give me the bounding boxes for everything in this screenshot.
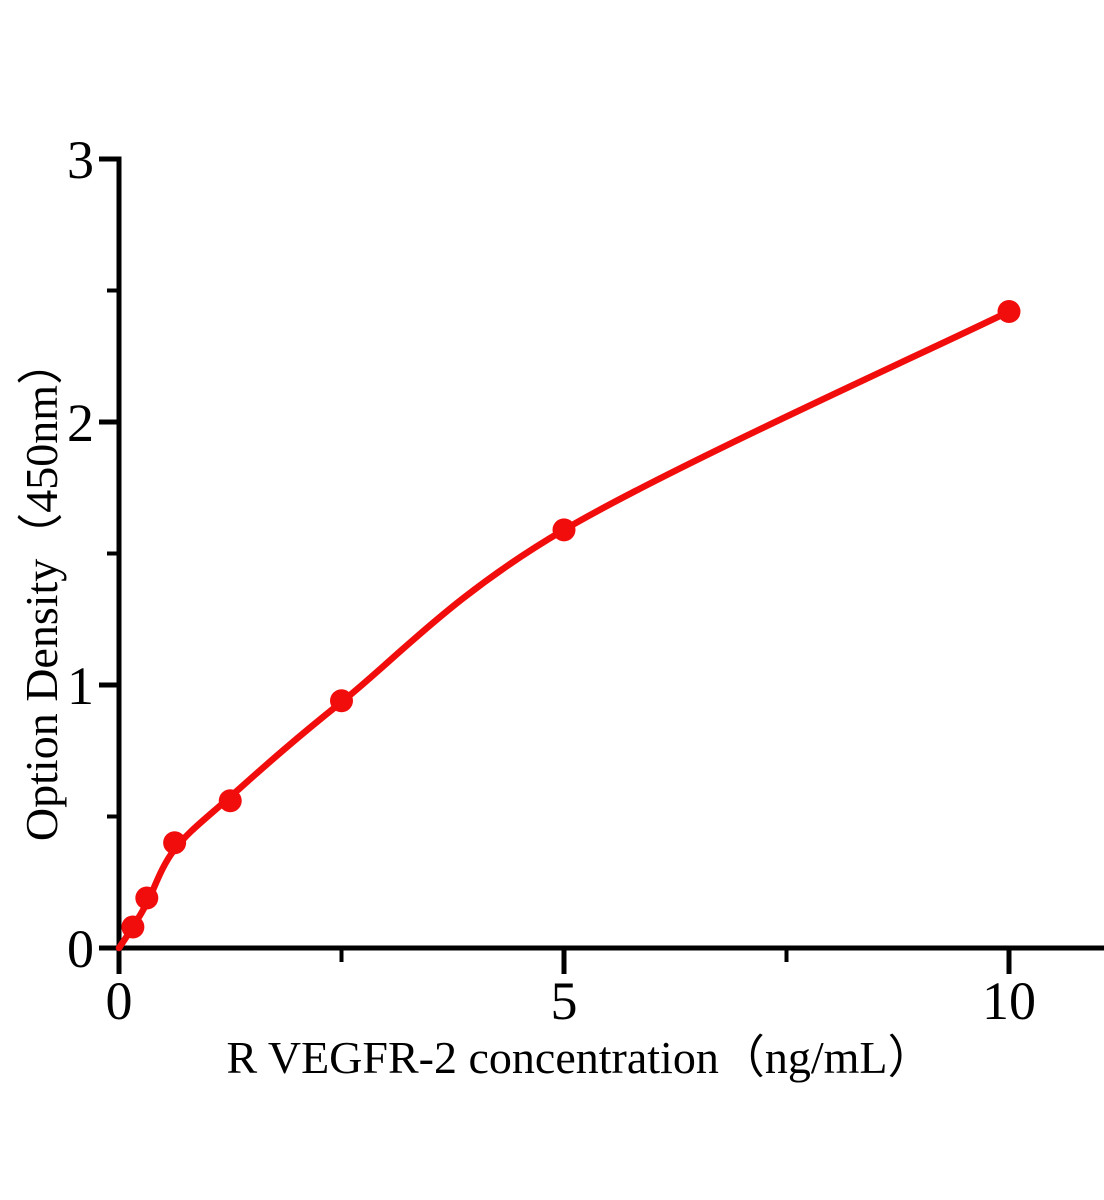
data-point: [163, 831, 187, 855]
x-axis-title: R VEGFR-2 concentration（ng/mL）: [227, 1032, 934, 1083]
y-axis-title: Option Density（450nm）: [16, 339, 67, 841]
x-tick-label: 10: [982, 971, 1036, 1031]
x-tick-label: 0: [106, 971, 133, 1031]
y-tick-label: 1: [67, 656, 94, 716]
data-point: [135, 886, 159, 910]
x-tick-label: 5: [551, 971, 578, 1031]
axes: [116, 156, 1104, 951]
fit-curve-line: [115, 308, 1013, 952]
data-point: [218, 789, 242, 813]
data-points: [121, 300, 1021, 939]
y-tick-label: 0: [67, 919, 94, 979]
data-point: [121, 915, 145, 939]
tick-labels: 0 5 10 0 1 2 3: [67, 130, 1036, 1031]
y-tick-label: 3: [67, 130, 94, 190]
data-point: [997, 300, 1021, 324]
axis-ticks: [99, 156, 1012, 974]
data-point: [552, 518, 576, 542]
data-point: [330, 689, 353, 713]
y-tick-label: 2: [67, 393, 94, 453]
